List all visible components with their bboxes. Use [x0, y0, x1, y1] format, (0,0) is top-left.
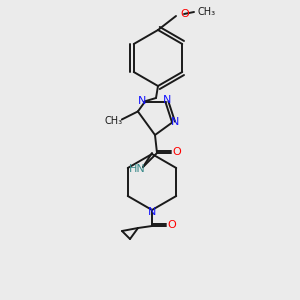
Text: O: O — [180, 9, 189, 19]
Text: N: N — [148, 207, 156, 217]
Text: CH₃: CH₃ — [105, 116, 123, 126]
Text: O: O — [168, 220, 176, 230]
Text: N: N — [138, 96, 147, 106]
Text: N: N — [162, 95, 171, 105]
Text: O: O — [172, 147, 182, 157]
Text: CH₃: CH₃ — [197, 7, 215, 17]
Text: HN: HN — [129, 164, 146, 174]
Text: N: N — [171, 117, 179, 127]
